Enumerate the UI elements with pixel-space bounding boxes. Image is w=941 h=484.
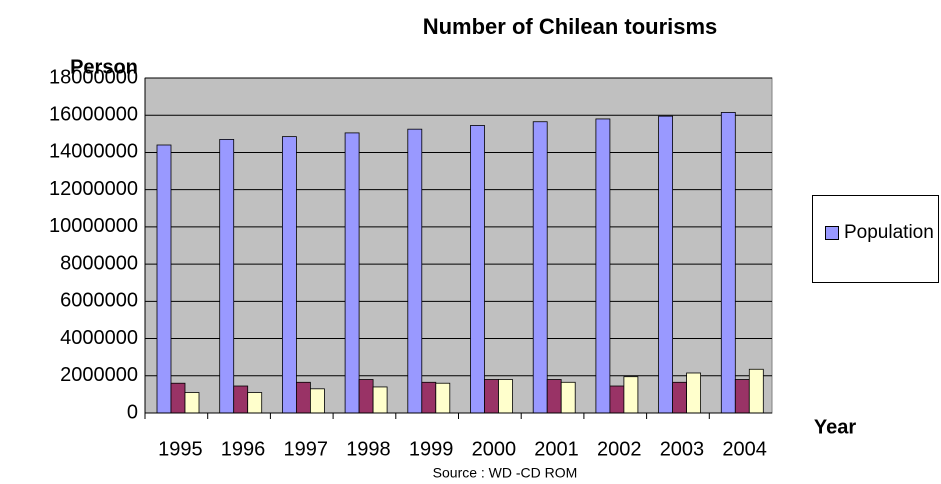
y-tick-label: 14000000 <box>49 141 138 163</box>
bar <box>532 121 548 414</box>
y-tick-label: 0 <box>127 401 138 423</box>
y-tick-label: 12000000 <box>49 178 138 200</box>
bar <box>170 382 186 414</box>
bar <box>358 379 374 414</box>
bar <box>372 386 388 414</box>
bar <box>560 381 576 414</box>
x-tick-label: 2001 <box>534 438 579 460</box>
y-tick-label: 16000000 <box>49 104 138 126</box>
x-tick-label: 1998 <box>346 438 391 460</box>
bar <box>470 125 485 414</box>
bar <box>184 392 200 414</box>
x-tick-label: 1999 <box>409 438 454 460</box>
bar <box>546 379 562 414</box>
bar <box>609 385 625 414</box>
bar <box>672 381 687 414</box>
bar <box>407 128 423 414</box>
bar <box>309 388 325 414</box>
bar <box>219 139 235 414</box>
x-tick-label: 1995 <box>158 438 203 460</box>
x-tick-label: 2000 <box>472 438 517 460</box>
y-tick-label: 8000000 <box>60 252 138 274</box>
y-tick-label: 10000000 <box>49 215 138 237</box>
x-tick-label: 1996 <box>221 438 266 460</box>
bar <box>498 379 513 414</box>
legend-label: Population <box>844 222 934 243</box>
bar <box>156 144 172 414</box>
bar <box>281 136 297 414</box>
y-tick-label: 6000000 <box>60 290 138 312</box>
bar <box>720 112 736 414</box>
x-tick-label: 2004 <box>722 438 767 460</box>
bar <box>484 379 499 414</box>
bar <box>344 132 360 414</box>
legend: Population <box>812 195 939 283</box>
bar <box>435 382 451 414</box>
bar <box>734 379 750 414</box>
bar <box>295 381 311 414</box>
y-tick-label: 2000000 <box>60 364 138 386</box>
y-axis-label: Person <box>70 56 138 78</box>
bar <box>748 368 764 414</box>
legend-swatch <box>825 226 839 240</box>
bar <box>233 385 249 414</box>
plot-area <box>144 77 773 414</box>
bar <box>623 376 639 414</box>
bar <box>595 118 611 414</box>
bar <box>421 381 437 414</box>
x-tick-label: 2003 <box>660 438 705 460</box>
chart-title: Number of Chilean tourisms <box>423 14 718 39</box>
x-tick-label: 1997 <box>284 438 329 460</box>
x-tick-label: 2002 <box>597 438 642 460</box>
bar <box>686 372 701 414</box>
bar <box>658 115 673 414</box>
y-tick-label: 4000000 <box>60 327 138 349</box>
x-axis-label: Year <box>814 416 856 438</box>
bar <box>247 392 263 414</box>
source-note: Source : WD -CD ROM <box>433 465 578 481</box>
y-tick-label: 18000000 <box>49 66 138 88</box>
